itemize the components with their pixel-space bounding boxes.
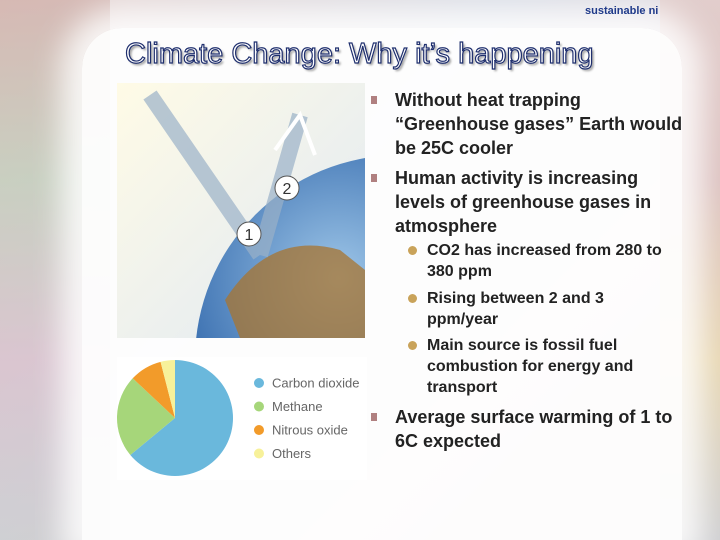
pie-chart: Carbon dioxide Methane Nitrous oxide Others [116,360,359,476]
diagram-label: 1 [245,227,254,244]
legend-marker [254,401,264,412]
land [225,245,365,338]
bullet-text: Human activity is increasing levels of g… [395,168,652,236]
sub-bullet-text: Main source is fossil fuel combustion fo… [427,337,634,396]
sub-bullet-text: Rising between 2 and 3 ppm/year [427,290,604,328]
sub-bullet-marker [408,294,417,303]
bullet-marker [371,174,377,182]
logo: sustainable ni [585,5,659,17]
bullet-text: Average surface warming of 1 to 6C expec… [395,407,673,451]
slide-title: Climate Change: Why it’s happening [124,37,594,70]
bullet-marker [371,96,377,104]
diagram-label: 2 [283,181,292,198]
legend-marker [254,448,264,459]
sub-bullet-marker [408,341,417,350]
bullet-marker [371,413,377,421]
diagram-marker [236,221,262,247]
bullet-text: Without heat trapping “Greenhouse gases”… [395,90,683,158]
pie-slice [116,378,175,455]
sub-bullet-marker [408,246,417,255]
legend-label: Methane [272,399,323,414]
legend-label: Others [272,446,312,461]
legend-marker [254,425,264,435]
legend-label: Nitrous oxide [272,423,348,438]
pie-slice [160,360,175,418]
diagram-marker [274,175,300,201]
legend-label: Carbon dioxide [272,376,359,391]
sub-bullet-text: CO2 has increased from 280 to 380 ppm [427,242,662,280]
pie-slice [130,360,233,476]
legend-marker [254,378,264,388]
arrow [273,110,317,156]
pie-slice [132,361,175,418]
